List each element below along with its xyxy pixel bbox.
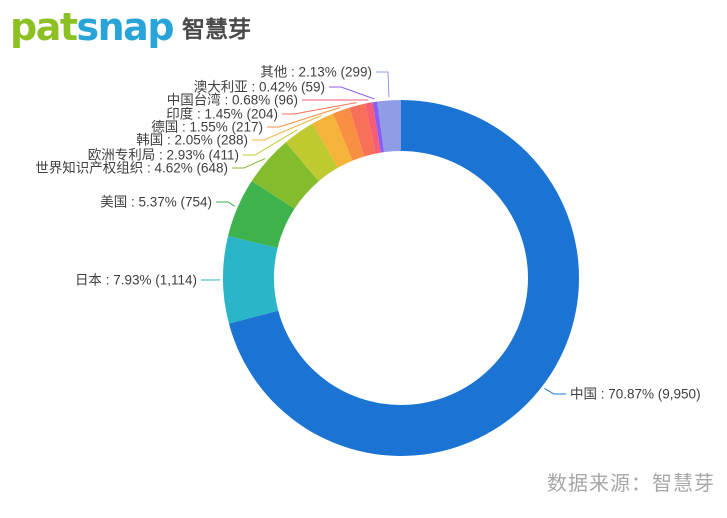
pie-slice-japan[interactable] (223, 235, 279, 324)
slice-label-wipo: 世界知识产权组织 : 4.62% (648) (35, 160, 228, 176)
data-source-label: 数据来源：智慧芽 (547, 473, 715, 495)
pie-slice-australia[interactable] (372, 101, 385, 153)
pie-slice-germany[interactable] (333, 107, 365, 161)
slice-label-japan: 日本 : 7.93% (1,114) (75, 273, 197, 288)
logo-text-pat: pat (10, 5, 78, 49)
slice-label-taiwan-china: 中国台湾 : 0.68% (96) (167, 92, 298, 108)
logo-text-chinese: 智慧芽 (182, 16, 252, 42)
label-leader-line-china (544, 387, 566, 395)
label-leader-line-wipo (232, 158, 266, 169)
slice-label-epo: 欧洲专利局 : 2.93% (411) (88, 148, 239, 163)
label-leader-line-south-korea (252, 115, 322, 141)
label-leader-line-australia (329, 86, 375, 100)
slice-label-china: 中国 : 70.87% (9,950) (570, 387, 701, 402)
pie-slice-usa[interactable] (228, 181, 295, 248)
pie-slice-taiwan-china[interactable] (365, 102, 381, 154)
label-leader-line-epo (243, 129, 298, 156)
slice-label-australia: 澳大利亚 : 0.42% (59) (194, 80, 325, 95)
pie-slice-south-korea[interactable] (312, 113, 353, 168)
slice-label-south-korea: 韩国 : 2.05% (288) (136, 133, 248, 148)
pie-slice-india[interactable] (349, 103, 376, 157)
label-leader-line-india (282, 102, 357, 115)
slice-label-usa: 美国 : 5.37% (754) (100, 195, 212, 210)
pie-slice-epo[interactable] (285, 123, 338, 182)
patsnap-logo: patsnap 智慧芽 (10, 4, 251, 59)
logo-text-snap: snap (76, 5, 175, 49)
pie-slice-wipo[interactable] (251, 142, 319, 209)
slice-label-others: 其他 : 2.13% (299) (260, 65, 372, 80)
slice-label-germany: 德国 : 1.55% (217) (151, 120, 263, 135)
pie-slice-others[interactable] (377, 100, 401, 153)
slice-label-india: 印度 : 1.45% (204) (166, 107, 278, 122)
label-leader-line-germany (267, 107, 341, 128)
label-leader-line-others (376, 71, 390, 98)
label-leader-line-usa (216, 201, 236, 207)
